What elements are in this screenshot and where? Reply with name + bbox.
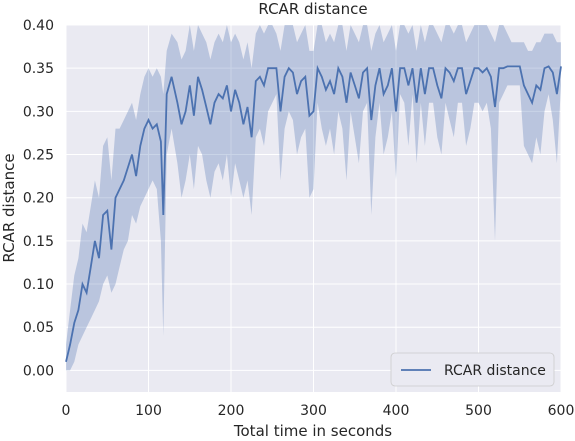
x-tick-label: 600 [548, 403, 575, 419]
y-tick-label: 0.30 [23, 104, 54, 120]
y-tick-label: 0.15 [23, 234, 54, 250]
legend: RCAR distance [390, 352, 555, 387]
x-tick-label: 300 [300, 403, 327, 419]
y-tick-label: 0.00 [23, 363, 54, 379]
y-tick-label: 0.40 [23, 18, 54, 34]
y-tick-label: 0.35 [23, 61, 54, 77]
y-tick-labels: 0.00 0.05 0.10 0.15 0.20 0.25 0.30 0.35 0.40 [23, 18, 54, 379]
series-line-rcar-distance [65, 64, 562, 363]
y-axis-title: RCAR distance [0, 153, 18, 262]
chart-title: RCAR distance [258, 0, 367, 18]
x-tick-label: 400 [383, 403, 410, 419]
legend-label: RCAR distance [444, 363, 546, 379]
x-axis-title: Total time in seconds [233, 422, 392, 440]
x-tick-label: 500 [465, 403, 492, 419]
confidence-band [66, 25, 561, 371]
x-tick-label: 200 [218, 403, 245, 419]
y-tick-label: 0.25 [23, 148, 54, 164]
y-tick-label: 0.10 [23, 277, 54, 293]
x-tick-labels: 0 100 200 300 400 500 600 [62, 403, 575, 419]
legend-box [390, 352, 555, 387]
y-tick-label: 0.05 [23, 320, 54, 336]
y-tick-label: 0.20 [23, 191, 54, 207]
x-tick-label: 0 [62, 403, 71, 419]
x-tick-label: 100 [135, 403, 162, 419]
